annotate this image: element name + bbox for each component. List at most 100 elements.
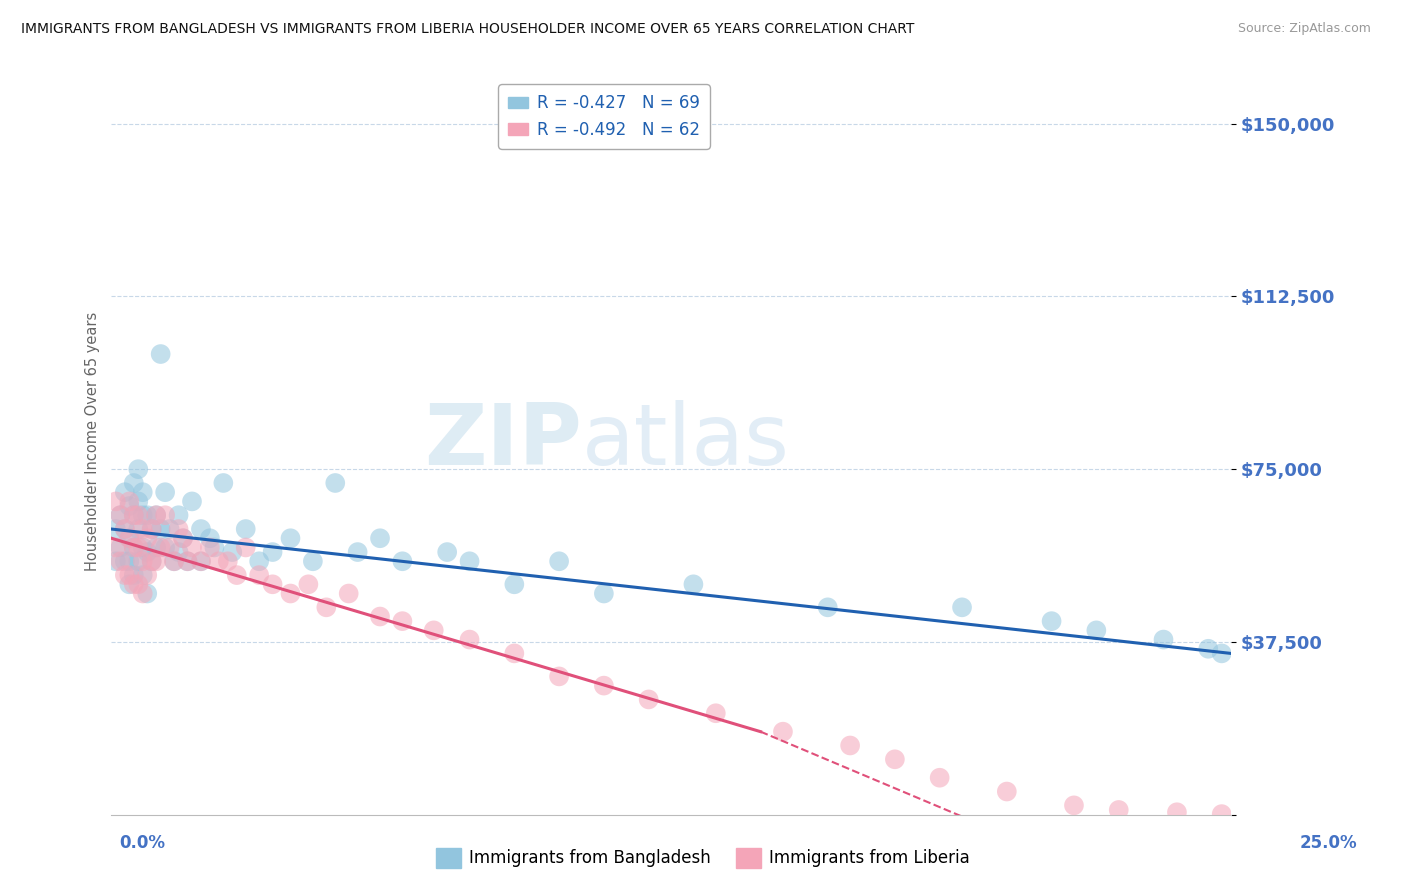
Point [104, 541, 127, 555]
Point [280, 531, 302, 545]
Point [127, 541, 149, 555]
Point [817, 600, 839, 615]
Point [122, 541, 145, 555]
Point [1197, 641, 1219, 656]
Point [118, 577, 141, 591]
Point [1166, 805, 1188, 820]
Text: 0.0%: 0.0% [120, 834, 166, 852]
Point [159, 541, 181, 555]
Point [391, 554, 413, 568]
Point [221, 545, 243, 559]
Legend: Immigrants from Bangladesh, Immigrants from Liberia: Immigrants from Bangladesh, Immigrants f… [429, 841, 977, 875]
Point [176, 554, 198, 568]
Y-axis label: Householder Income Over 65 years: Householder Income Over 65 years [86, 312, 100, 571]
Point [1211, 646, 1233, 660]
Point [114, 568, 136, 582]
Point [202, 541, 225, 555]
Point [127, 554, 149, 568]
Point [1211, 807, 1233, 822]
Point [149, 347, 172, 361]
Point [315, 600, 337, 615]
Point [1085, 624, 1108, 638]
Point [593, 586, 616, 600]
Point [208, 554, 231, 568]
Point [127, 577, 149, 591]
Point [122, 508, 145, 523]
Point [110, 508, 132, 523]
Point [104, 494, 127, 508]
Point [225, 568, 247, 582]
Point [503, 646, 526, 660]
Point [104, 522, 127, 536]
Point [122, 508, 145, 523]
Point [141, 554, 163, 568]
Point [928, 771, 950, 785]
Point [181, 541, 204, 555]
Point [704, 706, 727, 721]
Point [141, 522, 163, 536]
Point [190, 554, 212, 568]
Point [145, 508, 167, 523]
Point [346, 545, 368, 559]
Point [198, 531, 221, 545]
Point [159, 522, 181, 536]
Point [149, 541, 172, 555]
Point [217, 554, 239, 568]
Point [190, 522, 212, 536]
Point [153, 508, 176, 523]
Point [122, 475, 145, 490]
Point [118, 531, 141, 545]
Point [132, 586, 155, 600]
Point [132, 522, 155, 536]
Point [995, 784, 1018, 798]
Point [503, 577, 526, 591]
Point [772, 724, 794, 739]
Point [149, 522, 172, 536]
Point [235, 541, 257, 555]
Text: 25.0%: 25.0% [1299, 834, 1357, 852]
Point [118, 499, 141, 513]
Point [1040, 614, 1063, 628]
Point [593, 679, 616, 693]
Point [368, 531, 391, 545]
Point [118, 494, 141, 508]
Point [104, 554, 127, 568]
Text: Source: ZipAtlas.com: Source: ZipAtlas.com [1237, 22, 1371, 36]
Point [548, 554, 571, 568]
Point [1063, 798, 1085, 813]
Point [118, 531, 141, 545]
Point [153, 485, 176, 500]
Point [136, 508, 159, 523]
Point [637, 692, 659, 706]
Point [235, 522, 257, 536]
Point [141, 522, 163, 536]
Point [110, 508, 132, 523]
Point [302, 554, 325, 568]
Point [132, 508, 155, 523]
Point [122, 568, 145, 582]
Point [423, 624, 446, 638]
Point [145, 508, 167, 523]
Point [323, 475, 346, 490]
Point [458, 554, 481, 568]
Point [110, 541, 132, 555]
Point [136, 545, 159, 559]
Point [368, 609, 391, 624]
Point [247, 554, 270, 568]
Point [132, 568, 155, 582]
Point [163, 554, 186, 568]
Point [118, 568, 141, 582]
Point [132, 485, 155, 500]
Point [136, 531, 159, 545]
Point [262, 545, 284, 559]
Point [114, 522, 136, 536]
Point [280, 586, 302, 600]
Legend: R = -0.427   N = 69, R = -0.492   N = 62: R = -0.427 N = 69, R = -0.492 N = 62 [498, 85, 710, 149]
Point [145, 541, 167, 555]
Point [198, 541, 221, 555]
Point [839, 739, 862, 753]
Point [132, 541, 155, 555]
Point [190, 554, 212, 568]
Point [127, 508, 149, 523]
Point [176, 554, 198, 568]
